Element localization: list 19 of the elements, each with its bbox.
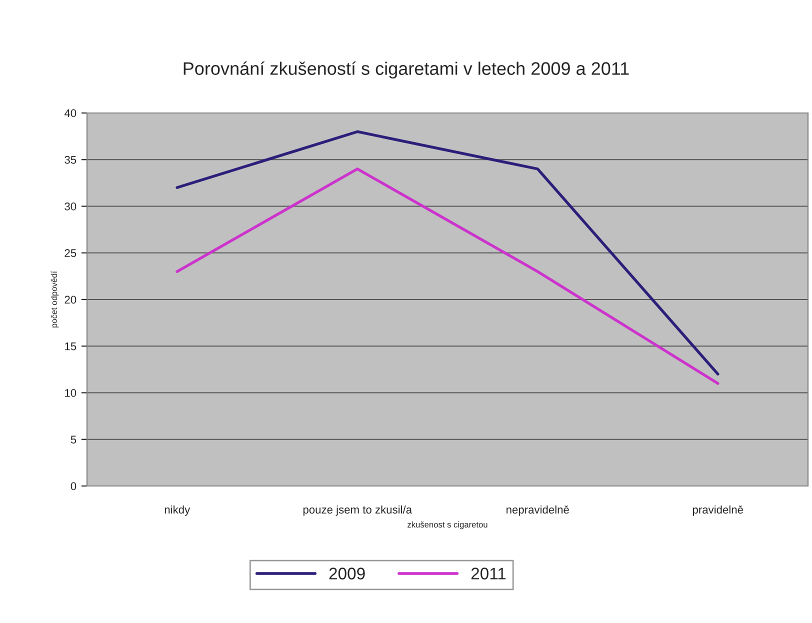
- chart-title: Porovnání zkušeností s cigaretami v letech 2009 a 2011: [184, 61, 629, 79]
- y-tick-label: 0: [70, 482, 76, 490]
- line-series: [176, 130, 720, 376]
- y-tick-label: 40: [64, 109, 76, 118]
- x-axis-title: zkušenost s cigaretou: [408, 521, 488, 530]
- y-tick-label: 5: [70, 436, 76, 444]
- x-tick-label: pouze jsem to zkusil/a: [303, 505, 412, 516]
- y-tick-label: 10: [65, 389, 76, 397]
- x-tick-label: nepravidelně: [506, 505, 569, 516]
- y-tick-label: 30: [64, 202, 76, 210]
- x-tick-label: pravidelně: [692, 505, 744, 516]
- x-tick-label: nikdy: [164, 505, 190, 516]
- y-tick-label: 35: [64, 156, 76, 164]
- y-tick-label: 15: [65, 342, 76, 350]
- y-axis-title: počet odpovědí: [50, 271, 59, 328]
- y-tick-label: 25: [64, 249, 76, 258]
- y-tick-label: 20: [64, 296, 76, 304]
- legend-label: 2009: [329, 568, 365, 580]
- legend-label: 2011: [471, 568, 506, 580]
